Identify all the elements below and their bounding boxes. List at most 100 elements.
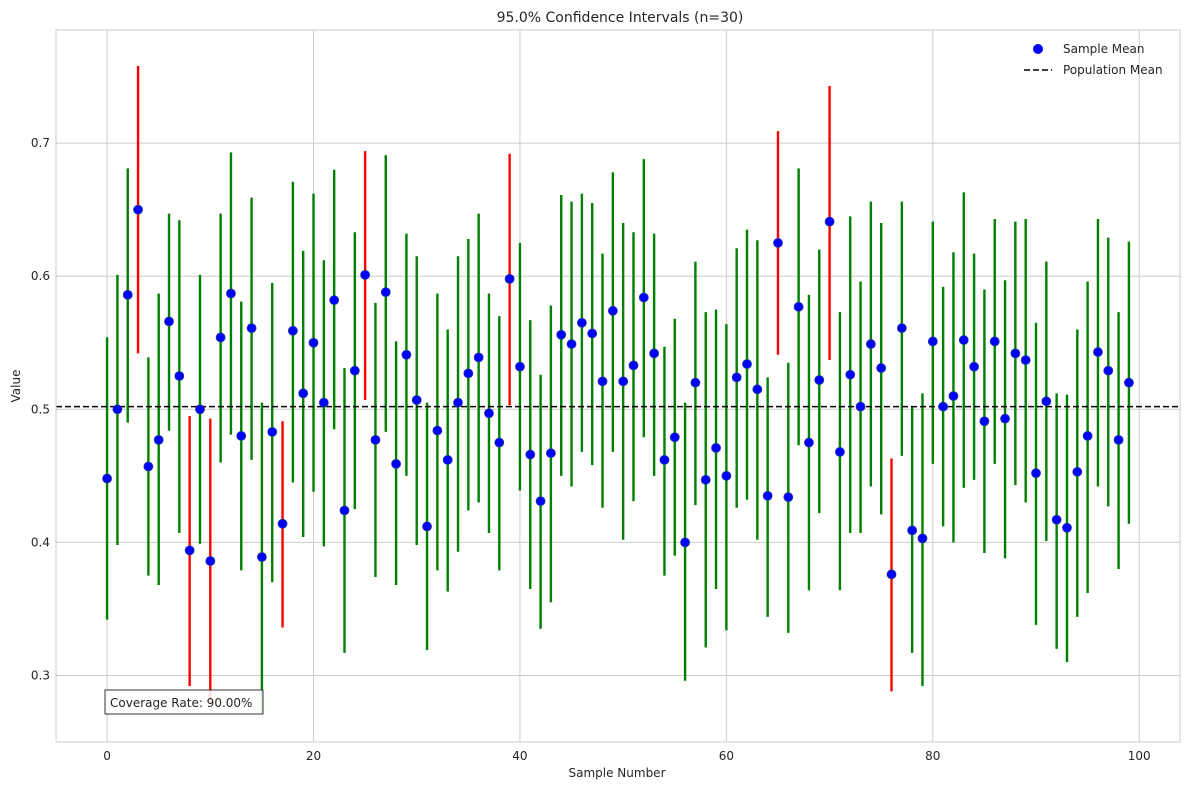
sample-mean-point: [226, 288, 236, 299]
sample-mean-point: [1113, 434, 1124, 445]
sample-mean-point: [1082, 431, 1093, 441]
sample-mean-point: [948, 391, 959, 401]
sample-mean-point: [669, 432, 680, 443]
sample-mean-point: [731, 372, 742, 383]
sample-mean-point: [876, 363, 887, 373]
sample-mean-point: [174, 371, 185, 381]
sample-mean-point: [504, 273, 515, 284]
legend-marker-sample-mean: [1033, 44, 1043, 54]
sample-mean-point: [958, 335, 969, 345]
sample-mean-point: [711, 442, 721, 453]
y-tick-label: 0.3: [31, 668, 50, 682]
coverage-box-frame: [104, 689, 264, 715]
sample-mean-point: [804, 437, 814, 448]
sample-mean-point: [597, 376, 608, 387]
sample-mean-point: [463, 368, 474, 379]
sample-mean-point: [1103, 365, 1114, 376]
sample-mean-point: [1051, 514, 1062, 525]
legend-label-population-mean: Population Mean: [1063, 63, 1163, 77]
sample-mean-point: [1031, 468, 1041, 479]
y-tick-label: 0.4: [31, 535, 50, 549]
sample-mean-point: [845, 369, 856, 380]
sample-mean-point: [422, 521, 432, 532]
sample-mean-point: [835, 446, 845, 457]
sample-mean-point: [618, 376, 629, 387]
sample-mean-point: [659, 454, 670, 465]
sample-mean-point: [195, 404, 205, 415]
sample-mean-point: [576, 317, 587, 328]
sample-mean-point: [339, 505, 350, 516]
sample-mean-point: [721, 470, 732, 481]
sample-mean-point: [1000, 413, 1010, 424]
sample-mean-point: [783, 492, 794, 503]
sample-mean-point: [917, 533, 928, 544]
x-tick-label: 80: [925, 749, 940, 763]
sample-mean-point: [143, 461, 154, 472]
sample-mean-point: [1093, 347, 1103, 357]
sample-mean-point: [473, 352, 484, 363]
sample-mean-point: [814, 375, 825, 385]
sample-mean-point: [380, 287, 391, 298]
sample-mean-point: [607, 305, 618, 316]
sample-mean-point: [164, 316, 174, 327]
sample-mean-point: [277, 518, 288, 529]
sample-mean-point: [246, 323, 257, 334]
sample-mean-point: [680, 537, 690, 548]
sample-mean-point: [349, 365, 360, 376]
sample-mean-point: [287, 325, 298, 336]
sample-mean-point: [989, 336, 1000, 347]
y-tick-labels: 0.3 0.4 0.5 0.6 0.7: [31, 136, 50, 682]
sample-mean-point: [690, 377, 701, 388]
sample-mean-point: [1124, 377, 1134, 388]
sample-mean-point: [102, 473, 112, 484]
sample-mean-point: [773, 238, 783, 248]
sample-mean-point: [979, 416, 990, 427]
sample-mean-point: [391, 458, 401, 469]
sample-mean-point: [525, 449, 536, 460]
sample-mean-point: [886, 569, 897, 580]
y-tick-label: 0.6: [31, 269, 50, 283]
sample-mean-point: [267, 427, 278, 437]
sample-mean-point: [370, 434, 381, 445]
y-tick-label: 0.5: [31, 402, 50, 416]
sample-mean-point: [1020, 355, 1031, 365]
sample-mean-point: [638, 292, 649, 303]
sample-mean-point: [742, 359, 752, 369]
sample-mean-point: [1072, 466, 1083, 477]
sample-mean-point: [494, 437, 505, 448]
sample-mean-point: [318, 397, 329, 408]
sample-mean-point: [122, 289, 133, 300]
x-axis-label: Sample Number: [568, 766, 665, 780]
sample-mean-point: [411, 395, 422, 405]
y-tick-label: 0.7: [31, 136, 50, 150]
sample-mean-point: [1062, 522, 1072, 533]
x-tick-label: 100: [1128, 749, 1151, 763]
sample-mean-point: [865, 339, 876, 349]
x-tick-label: 40: [512, 749, 527, 763]
sample-mean-point: [535, 496, 546, 507]
sample-mean-markers: [102, 204, 1134, 580]
sample-mean-point: [546, 448, 556, 459]
sample-mean-point: [907, 525, 918, 536]
sample-mean-point: [236, 431, 247, 441]
sample-mean-point: [308, 337, 319, 348]
sample-mean-point: [762, 490, 773, 501]
sample-mean-point: [257, 552, 267, 562]
sample-mean-point: [938, 401, 949, 412]
y-axis-label: Value: [9, 370, 23, 403]
sample-mean-point: [824, 216, 835, 227]
coverage-rate-text: Coverage Rate: 90.00%: [110, 696, 252, 710]
sample-mean-point: [112, 404, 123, 415]
sample-mean-point: [556, 329, 567, 340]
legend-label-sample-mean: Sample Mean: [1063, 42, 1145, 56]
sample-mean-point: [205, 556, 216, 566]
sample-mean-point: [153, 434, 164, 445]
sample-mean-point: [1010, 348, 1021, 359]
sample-mean-point: [360, 269, 371, 280]
sample-mean-point: [515, 361, 525, 372]
sample-mean-point: [927, 336, 938, 347]
x-tick-label: 20: [306, 749, 321, 763]
sample-mean-point: [587, 328, 598, 339]
